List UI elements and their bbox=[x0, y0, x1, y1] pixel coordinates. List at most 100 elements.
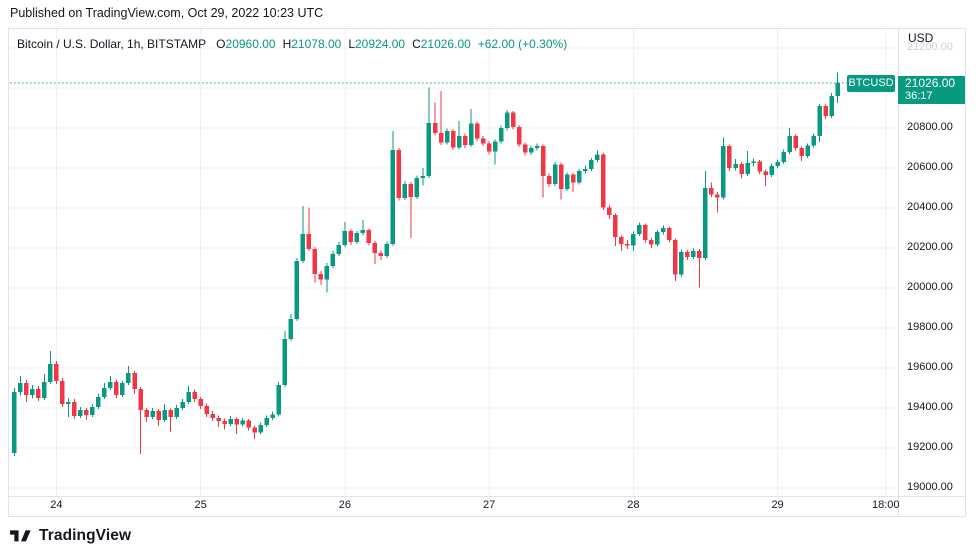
candle bbox=[619, 235, 624, 251]
candle bbox=[120, 381, 125, 397]
candle bbox=[114, 380, 119, 398]
tradingview-logo[interactable]: TradingView bbox=[10, 527, 131, 545]
candle bbox=[697, 249, 702, 288]
ohlc-value: 20960.00 bbox=[225, 37, 276, 51]
candle bbox=[727, 144, 732, 171]
candle bbox=[48, 351, 53, 384]
chart-canvas[interactable] bbox=[9, 29, 965, 516]
grid-layer bbox=[9, 29, 898, 496]
candle bbox=[384, 241, 390, 258]
ohlc-key: O bbox=[216, 37, 226, 51]
candle bbox=[805, 143, 810, 158]
candle bbox=[703, 171, 708, 260]
candle bbox=[685, 250, 690, 260]
candle bbox=[72, 399, 77, 419]
candle bbox=[474, 121, 480, 141]
candle bbox=[216, 415, 221, 427]
price-axis-label: 19000.00 bbox=[907, 481, 953, 493]
candle bbox=[36, 386, 41, 401]
candle bbox=[348, 229, 354, 245]
candle bbox=[414, 175, 420, 199]
candle bbox=[546, 173, 552, 187]
time-axis[interactable]: 24 25 26 27 28 29 18:00 bbox=[9, 497, 899, 516]
price-axis-label: 20600.00 bbox=[907, 161, 953, 173]
time-axis-label: 18:00 bbox=[871, 499, 900, 511]
candle bbox=[234, 417, 239, 434]
candle bbox=[270, 411, 275, 420]
candle bbox=[156, 409, 161, 426]
time-axis-label: 28 bbox=[627, 499, 640, 511]
candle bbox=[12, 388, 17, 456]
candle bbox=[78, 407, 83, 418]
candle bbox=[240, 418, 245, 427]
price-axis-label: 19600.00 bbox=[907, 361, 953, 373]
candle bbox=[637, 222, 642, 236]
price-axis-label: 20800.00 bbox=[907, 121, 953, 133]
candle bbox=[246, 419, 251, 431]
candle bbox=[90, 404, 95, 417]
candle bbox=[402, 181, 408, 200]
candle bbox=[607, 205, 612, 219]
candle bbox=[24, 380, 29, 402]
candle bbox=[799, 146, 804, 161]
candle bbox=[739, 162, 744, 179]
candle bbox=[835, 72, 840, 104]
candle bbox=[204, 403, 209, 417]
candle bbox=[318, 271, 324, 285]
candle bbox=[312, 247, 318, 283]
candle bbox=[787, 128, 792, 154]
price-axis[interactable]: USD 21200.00 21026.00 36:17 20800.00 2060… bbox=[898, 29, 965, 496]
price-axis-label: 20000.00 bbox=[907, 281, 953, 293]
ohlc-values: O20960.00 H21078.00 L20924.00 C21026.00 bbox=[216, 37, 478, 51]
candle bbox=[757, 160, 762, 174]
time-axis-label: 26 bbox=[338, 499, 351, 511]
candle bbox=[498, 125, 504, 144]
candle bbox=[733, 159, 738, 171]
candle bbox=[745, 151, 750, 176]
ohlc-value: 20924.00 bbox=[355, 37, 406, 51]
candle bbox=[18, 376, 23, 396]
ohlc-key: H bbox=[282, 37, 292, 51]
candle bbox=[480, 136, 486, 146]
candle bbox=[817, 104, 822, 142]
candle bbox=[811, 133, 816, 148]
candle bbox=[444, 128, 450, 145]
candle bbox=[324, 263, 330, 293]
candle bbox=[276, 382, 281, 417]
candle bbox=[360, 220, 366, 236]
ohlc-value: 21026.00 bbox=[420, 37, 471, 51]
published-line: Published on TradingView.com, Oct 29, 20… bbox=[10, 6, 324, 20]
candle bbox=[468, 109, 474, 147]
candle bbox=[372, 241, 378, 264]
candle bbox=[180, 399, 185, 410]
candle bbox=[715, 192, 720, 213]
faded-price-label: 21200.00 bbox=[907, 41, 953, 53]
candle bbox=[691, 248, 696, 259]
candle bbox=[643, 223, 648, 243]
last-price-value: 21026.00 bbox=[905, 76, 956, 90]
time-axis-label: 29 bbox=[771, 499, 784, 511]
candle bbox=[751, 158, 756, 167]
candle bbox=[534, 143, 540, 151]
candle bbox=[456, 121, 462, 150]
candle bbox=[528, 145, 534, 155]
candle bbox=[354, 231, 360, 244]
candle bbox=[793, 134, 798, 151]
candle bbox=[396, 148, 402, 201]
candle bbox=[294, 258, 300, 321]
candle bbox=[673, 238, 678, 281]
candle bbox=[42, 374, 47, 400]
ohlc-value: 21078.00 bbox=[291, 37, 342, 51]
candle bbox=[492, 139, 498, 165]
candle bbox=[781, 149, 786, 164]
symbol-title: Bitcoin / U.S. Dollar, 1h, BITSTAMP bbox=[17, 37, 207, 51]
candle bbox=[426, 87, 432, 178]
candle bbox=[522, 142, 528, 156]
price-axis-label: 19800.00 bbox=[907, 321, 953, 333]
footer: TradingView bbox=[10, 527, 131, 545]
candle bbox=[300, 206, 306, 263]
candle bbox=[823, 104, 828, 119]
ohlc-item: C21026.00 bbox=[412, 37, 471, 51]
price-axis-label: 20400.00 bbox=[907, 201, 953, 213]
